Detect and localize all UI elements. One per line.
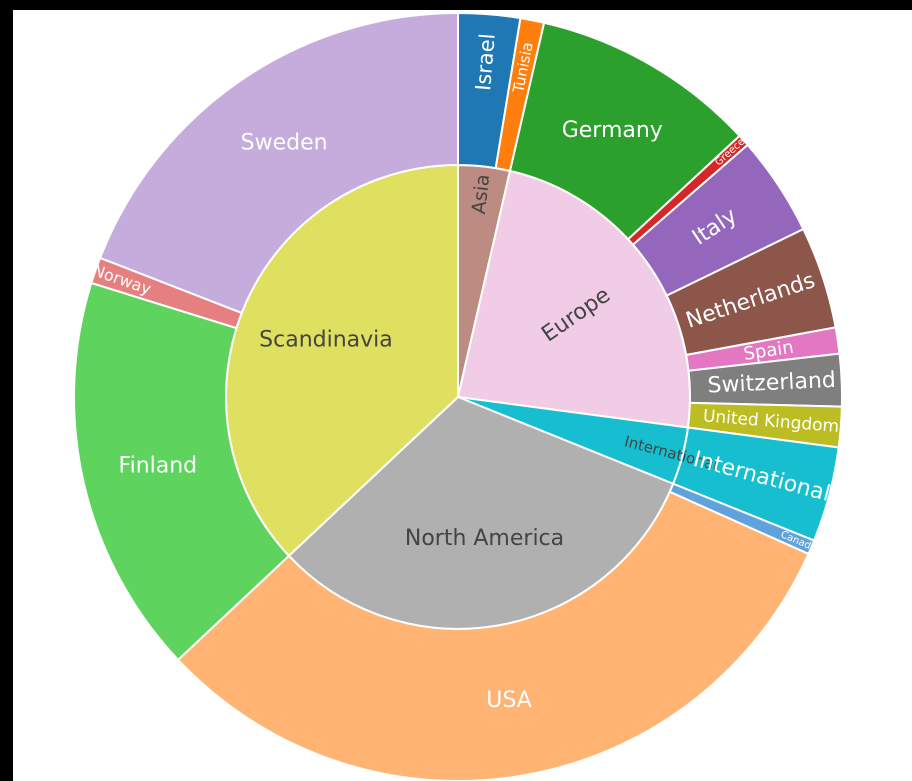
- inner-label-north-america: North America: [405, 526, 564, 551]
- chart-panel: Asia Europe International North America Scan…: [13, 10, 912, 781]
- outer-label-sweden: Sweden: [241, 130, 328, 155]
- outer-label-usa: USA: [486, 688, 532, 713]
- outer-slice-usa[interactable]: [176, 490, 810, 781]
- outer-label-germany: Germany: [562, 118, 663, 143]
- inner-label-scandinavia: Scandinavia: [259, 327, 393, 352]
- outer-label-israel: Israel: [471, 33, 500, 92]
- outer-slice-sweden[interactable]: [98, 11, 459, 315]
- inner-label-asia: Asia: [468, 173, 494, 215]
- outer-label-finland: Finland: [119, 454, 198, 479]
- outer-slice-finland[interactable]: [73, 281, 291, 662]
- outer-label-switzerland: Switzerland: [707, 368, 836, 399]
